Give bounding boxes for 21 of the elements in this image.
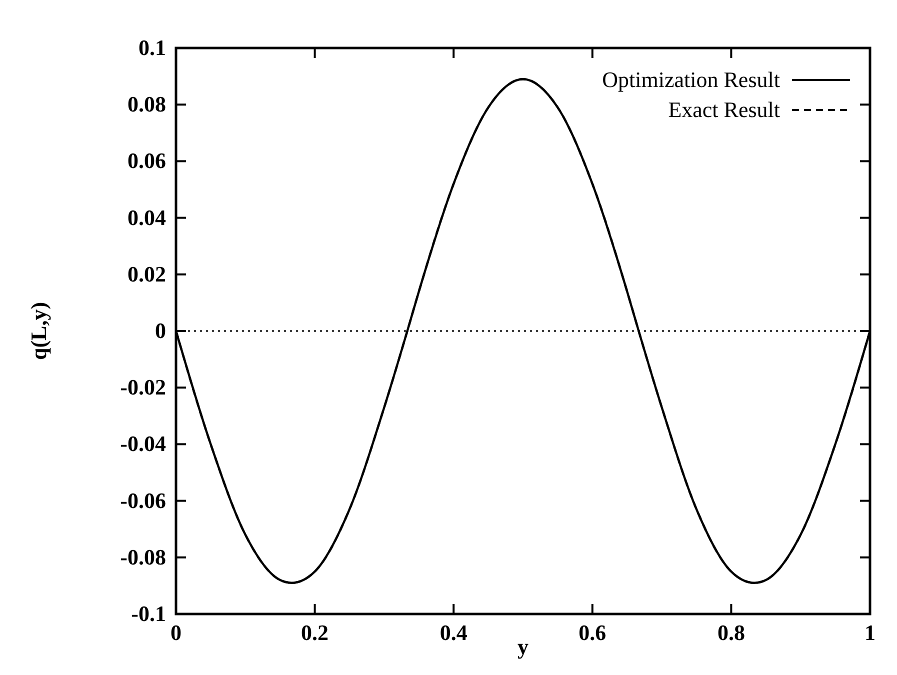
y-tick-label: -0.02 [120,374,166,400]
y-tick-label: 0.02 [128,261,166,286]
y-tick-label: 0.1 [138,35,166,60]
y-tick-label: 0 [155,318,166,343]
x-tick-label: 1 [864,620,876,645]
y-axis-title: q(L,y) [26,302,51,360]
y-tick-label: 0.06 [128,148,166,174]
x-tick-label: 0.8 [717,620,745,645]
y-tick-label: 0.08 [128,92,166,117]
y-tick-label: 0.04 [128,204,166,230]
y-tick-label: -0.04 [120,431,166,456]
y-tick-label: -0.08 [120,544,166,570]
y-tick-label: -0.06 [120,488,166,513]
x-tick-label: 0.2 [301,620,329,645]
x-tick-label: 0.4 [440,620,468,645]
legend-label: Exact Result [668,97,780,122]
y-tick-label: -0.1 [131,601,166,626]
x-axis-title: y [518,634,528,659]
legend-label: Optimization Result [602,67,780,92]
x-tick-label: 0.6 [578,620,606,645]
x-tick-label: 0 [170,620,182,645]
